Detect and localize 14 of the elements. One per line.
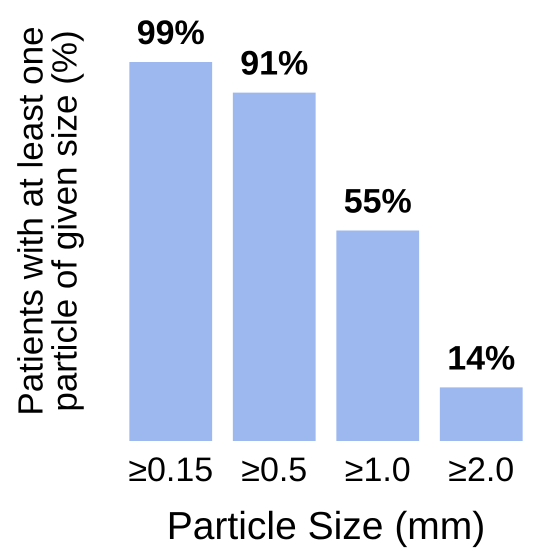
bar bbox=[440, 387, 523, 441]
bar bbox=[232, 92, 316, 441]
data-label: 99% bbox=[136, 14, 205, 52]
data-label: 14% bbox=[447, 339, 516, 378]
x-tick-label: ≥1.0 bbox=[344, 451, 411, 489]
data-label: 55% bbox=[344, 182, 412, 220]
x-tick-label: ≥0.5 bbox=[241, 451, 308, 489]
x-tick-label: ≥0.15 bbox=[128, 451, 214, 489]
y-axis-title: Patients with at least one particle of given size (%) bbox=[12, 26, 84, 416]
x-axis-title: Particle Size (mm) bbox=[166, 505, 486, 548]
bar bbox=[336, 230, 420, 441]
x-tick-label: ≥2.0 bbox=[448, 451, 514, 489]
data-label: 91% bbox=[240, 44, 308, 83]
bar bbox=[129, 62, 212, 441]
